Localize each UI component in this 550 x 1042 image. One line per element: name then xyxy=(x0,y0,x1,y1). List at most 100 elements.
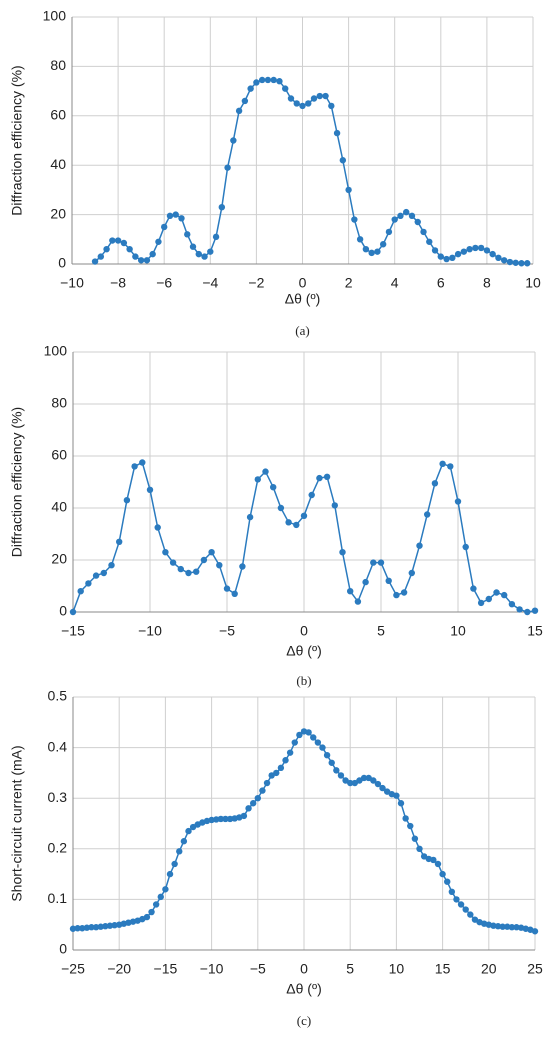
data-point xyxy=(454,250,462,258)
data-point xyxy=(494,923,502,930)
data-point xyxy=(224,164,231,171)
data-point xyxy=(208,816,215,824)
data-point xyxy=(299,102,306,110)
y-tick-label: 100 xyxy=(43,8,67,24)
data-point xyxy=(240,812,248,820)
data-point xyxy=(270,484,277,491)
data-point xyxy=(512,259,519,266)
data-point xyxy=(166,212,174,220)
data-point xyxy=(314,739,322,746)
data-point xyxy=(120,239,128,247)
data-point xyxy=(277,764,285,772)
caption: (c) xyxy=(297,1013,311,1028)
x-tick-label: −15 xyxy=(61,623,85,639)
y-tick-label: 20 xyxy=(51,551,67,567)
data-point xyxy=(139,459,146,466)
y-tick-label: 80 xyxy=(50,57,66,73)
x-tick-label: 6 xyxy=(437,275,445,291)
y-tick-label: 0.2 xyxy=(48,840,68,856)
data-point xyxy=(319,744,326,751)
data-point xyxy=(253,79,260,86)
data-point xyxy=(263,779,271,787)
data-point xyxy=(230,137,237,144)
data-point xyxy=(85,580,92,587)
data-point xyxy=(385,577,392,584)
x-tick-label: −15 xyxy=(154,961,178,977)
data-point xyxy=(430,856,437,864)
x-tick-label: −4 xyxy=(202,275,218,291)
data-point xyxy=(393,792,400,799)
data-point xyxy=(508,601,516,608)
data-point xyxy=(490,922,497,929)
data-point xyxy=(434,860,442,868)
data-line xyxy=(94,79,528,265)
data-point xyxy=(123,497,131,504)
x-tick-label: 25 xyxy=(527,961,543,977)
data-point xyxy=(347,779,354,787)
data-point xyxy=(74,925,81,932)
data-point xyxy=(431,247,439,254)
x-axis-label: Δθ (º) xyxy=(286,643,321,659)
data-point xyxy=(308,491,315,499)
data-point xyxy=(216,562,223,569)
data-point xyxy=(273,769,280,777)
data-point xyxy=(356,236,364,243)
data-point xyxy=(431,480,439,487)
data-point xyxy=(226,815,234,823)
data-point xyxy=(370,777,377,784)
data-point xyxy=(477,244,485,252)
data-point xyxy=(408,569,415,577)
data-point xyxy=(508,924,516,931)
x-tick-label: −5 xyxy=(250,961,266,977)
data-point xyxy=(296,731,303,739)
data-point xyxy=(83,924,91,931)
data-point xyxy=(155,238,162,245)
data-point xyxy=(323,751,331,759)
data-point xyxy=(477,599,485,607)
data-point xyxy=(143,257,151,264)
data-point xyxy=(231,590,238,597)
data-point xyxy=(439,870,446,878)
data-point xyxy=(339,157,347,164)
data-point xyxy=(506,258,514,266)
data-point xyxy=(454,498,462,505)
data-point xyxy=(385,228,393,236)
data-point xyxy=(416,542,423,549)
data-point xyxy=(504,923,511,930)
caption: (a) xyxy=(295,323,309,338)
data-point xyxy=(518,260,525,267)
x-tick-label: 0 xyxy=(299,275,307,291)
x-tick-label: 20 xyxy=(481,961,497,977)
data-point xyxy=(323,473,331,480)
data-point xyxy=(103,245,110,253)
data-point xyxy=(516,606,523,613)
caption: (b) xyxy=(296,673,311,688)
x-tick-label: 4 xyxy=(391,275,399,291)
data-point xyxy=(132,253,139,260)
data-point xyxy=(92,924,100,931)
data-point xyxy=(189,243,197,250)
data-point xyxy=(393,591,400,599)
data-point xyxy=(408,212,416,220)
data-point xyxy=(264,76,272,84)
data-point xyxy=(360,774,368,782)
data-point xyxy=(201,253,208,260)
data-point xyxy=(69,925,77,932)
y-tick-label: 0 xyxy=(58,255,66,271)
data-point xyxy=(495,254,502,262)
data-point xyxy=(354,598,362,605)
data-point xyxy=(184,231,191,238)
data-point xyxy=(466,245,473,253)
data-point xyxy=(100,569,108,577)
data-point xyxy=(407,822,414,830)
data-point xyxy=(370,559,377,566)
data-point xyxy=(97,923,104,930)
data-point xyxy=(287,95,295,102)
data-point xyxy=(109,237,116,244)
data-point xyxy=(246,513,254,521)
data-point xyxy=(88,924,95,931)
data-point xyxy=(217,815,225,823)
data-point xyxy=(245,805,252,812)
data-point xyxy=(333,129,341,137)
data-point xyxy=(397,212,404,220)
